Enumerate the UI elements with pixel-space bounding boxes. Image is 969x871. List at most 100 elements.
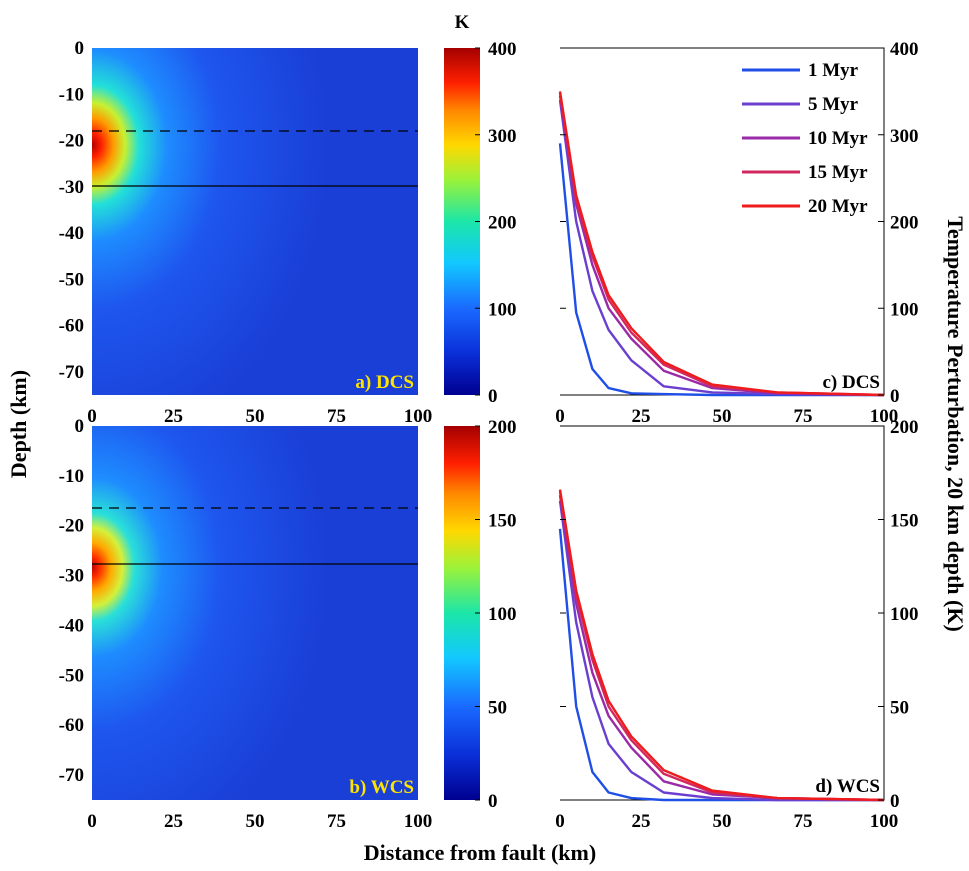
heatmap-a-field [92,48,418,395]
x-tick-label: 50 [246,811,265,832]
heatmap-a-y-ticks: 0 -10 -20 -30 -40 -50 -60 -70 [59,38,84,383]
x-tick-label: 50 [713,811,732,832]
y-tick-label: -10 [59,84,84,105]
x-tick-label: 50 [246,406,265,427]
series-line-20-myr [558,489,885,802]
panel-b-heatmap: b) WCS 0 -10 -20 -30 -40 -50 -60 -70 0 25 50 75 100 [59,416,433,832]
x-tick-label: 75 [327,811,346,832]
heatmap-b-x-ticks: 0 25 50 75 100 [87,811,432,832]
y-tick-label: 400 [890,39,919,60]
y-tick-label: -40 [59,615,84,636]
x-tick-label: 75 [327,406,346,427]
panel-c-x-ticks: 0 25 50 75 100 [555,406,898,427]
colorbar-tick-label: 300 [488,126,517,147]
series-line-5-myr [558,99,885,397]
y-tick-label: -70 [59,765,84,786]
x-tick-label: 75 [794,406,813,427]
x-tick-label: 25 [632,406,651,427]
panel-c-label: c) DCS [822,372,880,393]
x-tick-label: 0 [555,811,565,832]
colorbar-a-gradient [444,48,480,395]
x-tick-label: 25 [164,811,183,832]
y-tick-label: -10 [59,466,84,487]
y-tick-label: 0 [75,38,85,59]
colorbar-tick-label: 150 [488,511,517,532]
colorbar-tick-label: 100 [488,604,517,625]
panel-a-label: a) DCS [355,372,414,393]
y-tick-label: 100 [890,299,919,320]
x-tick-label: 100 [404,811,433,832]
legend-entry: 1 Myr [808,60,859,81]
y-tick-label: -30 [59,566,84,587]
colorbar-b-gradient [444,426,480,800]
colorbar-unit-label: K [455,12,470,33]
colorbar-tick-label: 0 [488,791,498,812]
y-tick-label: -20 [59,516,84,537]
series-line-10-myr [558,495,885,802]
legend-entry: 20 Myr [808,196,868,217]
colorbar-tick-label: 200 [488,213,517,234]
series-line-5-myr [558,500,884,802]
y-tick-label: -40 [59,223,84,244]
y-tick-label: 0 [75,416,85,437]
colorbar-tick-label: 100 [488,299,517,320]
colorbar-a: K 0 100 200 300 400 [444,12,517,407]
series-line-1-myr [558,528,884,802]
colorbar-b-ticks: 0 50 100 150 200 [475,417,517,812]
colorbar-tick-label: 0 [488,386,498,407]
y-tick-label: 0 [890,791,900,812]
colorbar-b: 0 50 100 150 200 [444,417,517,812]
series-line-15-myr [558,491,885,802]
y-tick-label: -60 [59,715,84,736]
right-y-axis-label: Temperature Perturbation, 20 km depth (K… [943,216,968,632]
y-tick-label: -50 [59,665,84,686]
x-axis-label: Distance from fault (km) [364,840,596,865]
y-tick-label: 300 [890,126,919,147]
panel-d-line-plot: 0 25 50 75 100 0 50 100 150 200 d) WCS [555,417,918,832]
panel-c-y-ticks: 0 100 200 300 400 [560,39,919,407]
colorbar-a-ticks: 0 100 200 300 400 [475,39,517,407]
y-tick-label: 200 [890,213,919,234]
series-line-1-myr [558,143,884,397]
legend-entry: 10 Myr [808,128,868,149]
left-y-axis-label: Depth (km) [6,370,31,478]
x-tick-label: 100 [870,811,899,832]
x-tick-label: 25 [164,406,183,427]
heatmap-b-y-ticks: 0 -10 -20 -30 -40 -50 -60 -70 [59,416,84,786]
y-tick-label: 150 [890,511,919,532]
series-line-20-myr [558,91,885,397]
y-tick-label: -20 [59,131,84,152]
x-tick-label: 100 [404,406,433,427]
heatmap-b-field [92,426,418,800]
panel-d-y-ticks: 0 50 100 150 200 [560,417,919,812]
colorbar-tick-label: 200 [488,417,517,438]
x-tick-label: 0 [87,811,97,832]
y-tick-label: -50 [59,269,84,290]
panel-b-label: b) WCS [349,777,414,798]
panel-d-series [558,489,885,802]
y-tick-label: 200 [890,417,919,438]
x-tick-label: 0 [555,406,565,427]
y-tick-label: -70 [59,362,84,383]
x-tick-label: 100 [870,406,899,427]
y-tick-label: 50 [890,698,909,719]
panel-a-heatmap: a) DCS 0 -10 -20 -30 -40 -50 -60 -70 0 25 50 75 100 [59,38,433,427]
panel-d-x-ticks: 0 25 50 75 100 [555,811,898,832]
x-tick-label: 50 [713,406,732,427]
legend-entry: 15 Myr [808,162,868,183]
colorbar-tick-label: 50 [488,698,507,719]
y-tick-label: -60 [59,316,84,337]
y-tick-label: 0 [890,386,900,407]
y-tick-label: -30 [59,177,84,198]
x-tick-label: 25 [632,811,651,832]
x-tick-label: 75 [794,811,813,832]
panel-d-label: d) WCS [815,776,880,797]
legend-entry: 5 Myr [808,94,859,115]
y-tick-label: 100 [890,604,919,625]
heatmap-a-x-ticks: 0 25 50 75 100 [87,406,432,427]
x-tick-label: 0 [87,406,97,427]
panel-c-series [558,91,885,397]
legend: 1 Myr 5 Myr 10 Myr 15 Myr 20 Myr [742,60,868,217]
